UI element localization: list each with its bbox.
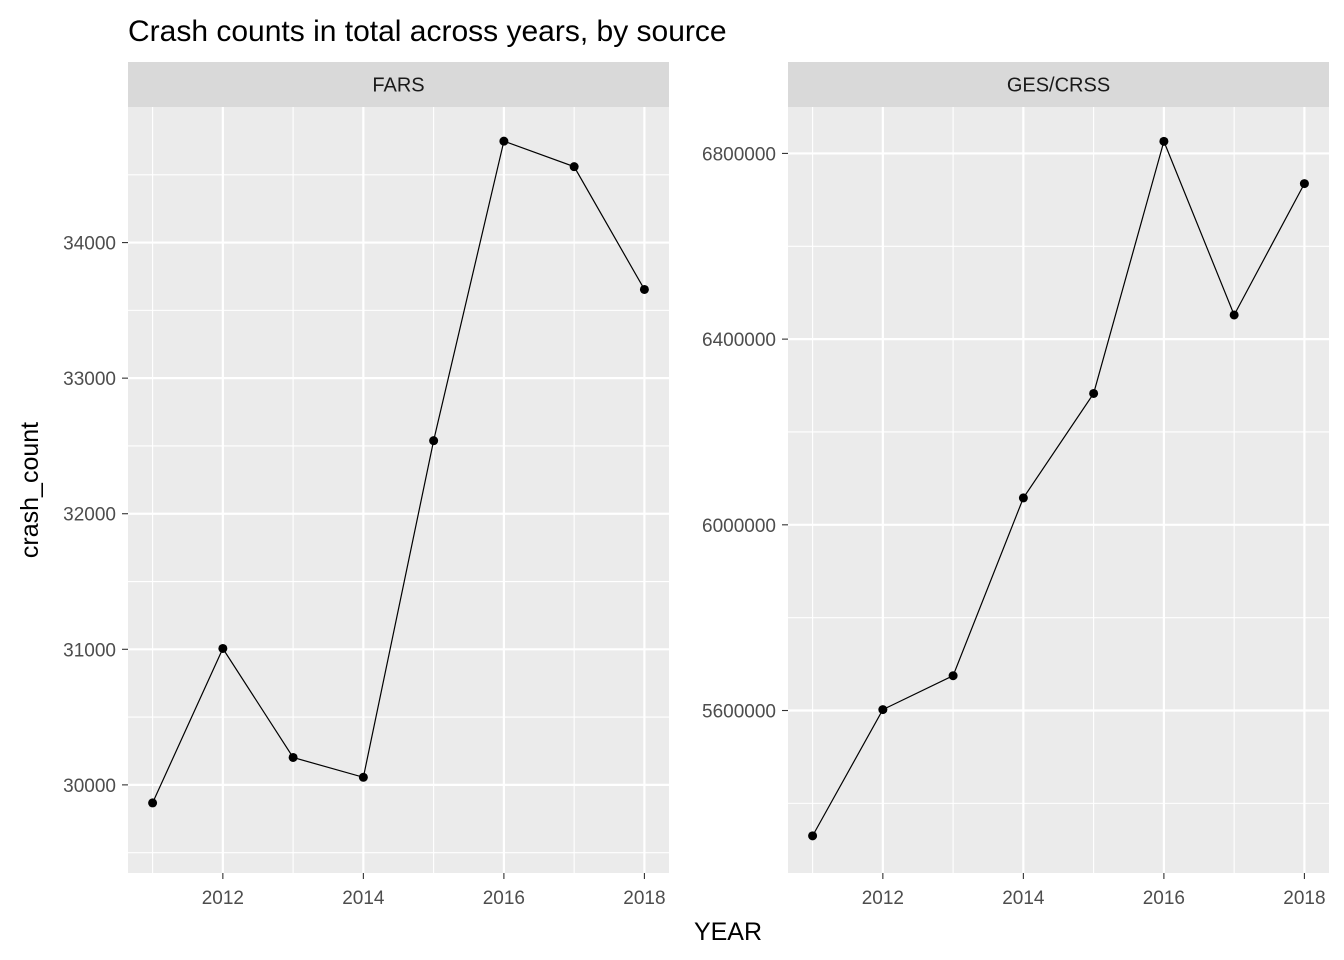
facet-1-y-tick-label: 33000 [63, 369, 116, 390]
facet-1-series-line [152, 140, 645, 804]
facet-1-strip [128, 62, 669, 107]
facet-2-y-tick-label: 6400000 [702, 330, 776, 351]
y-axis-title: crash_count [16, 422, 44, 558]
facet-1-data-point [429, 436, 439, 446]
facet-2-background [788, 107, 1329, 873]
facet-2-x-tick-label: 2012 [862, 888, 904, 909]
facet-2-x-tick-label: 2018 [1283, 888, 1325, 909]
facet-2-series-line [812, 139, 1305, 837]
facet-2-panel: GES/CRSS 2012 2014 2016 2018 5600000 6000000 64… [702, 62, 1329, 909]
facet-2-data-point [808, 831, 818, 841]
facet-1-data-point [358, 772, 368, 782]
facet-1-x-tick-label: 2012 [202, 888, 244, 909]
facet-2-data-point [1229, 310, 1239, 320]
facet-1-x-tick-label: 2014 [342, 888, 385, 909]
facet-2-data-point [1159, 136, 1169, 146]
facet-2-data-point [1018, 493, 1028, 503]
facet-1-data-point [288, 752, 298, 762]
facet-panels: FARS 2012 2014 2016 2018 30000 31000 32000 33000… [63, 62, 1329, 909]
facet-1-y-tick-label: 32000 [63, 505, 116, 526]
facet-1-panel: FARS 2012 2014 2016 2018 30000 31000 32000 33000… [63, 62, 669, 909]
facet-1-y-tick-label: 30000 [63, 776, 116, 797]
facet-2-y-tick-label: 5600000 [702, 702, 776, 723]
facet-1-data-point [499, 136, 509, 146]
chart-title: Crash counts in total across years, by s… [128, 15, 727, 48]
facet-2-data-point [878, 705, 888, 715]
facet-1-data-point [639, 284, 649, 294]
facet-1-background [128, 107, 669, 873]
facet-2-strip [788, 62, 1329, 107]
facet-2-x-tick-label: 2014 [1002, 888, 1045, 909]
facet-1-x-tick-label: 2018 [623, 888, 665, 909]
facet-2-strip-label: GES/CRSS [1007, 75, 1110, 97]
facet-2-x-tick-label: 2016 [1143, 888, 1185, 909]
facet-1-y-tick-label: 31000 [63, 640, 116, 661]
facet-1-y-tick-label: 34000 [63, 234, 116, 255]
facet-2-data-point [1299, 179, 1309, 189]
facet-1-data-point [569, 162, 579, 172]
facet-1-data-point [218, 643, 228, 653]
facet-2-y-tick-label: 6800000 [702, 144, 776, 165]
facet-1-data-point [148, 798, 158, 808]
facet-1-strip-label: FARS [372, 75, 424, 97]
facet-2-data-point [948, 671, 958, 681]
facet-2-data-point [1089, 388, 1099, 398]
x-axis-title: YEAR [694, 918, 762, 946]
facet-2-y-tick-label: 6000000 [702, 516, 776, 537]
facet-1-x-tick-label: 2016 [483, 888, 525, 909]
